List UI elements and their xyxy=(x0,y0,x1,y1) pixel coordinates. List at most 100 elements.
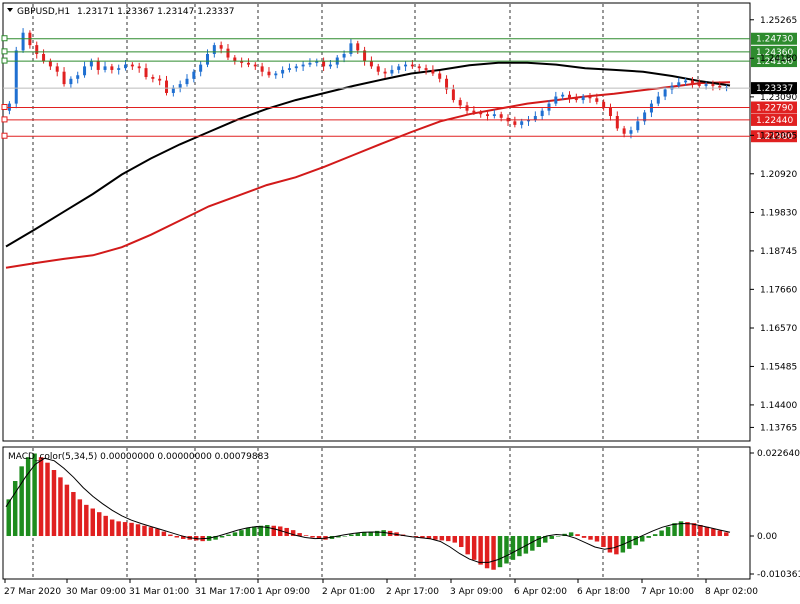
time-tick-label: 6 Apr 18:00 xyxy=(577,587,630,597)
candle-body xyxy=(615,116,619,129)
macd-bar xyxy=(97,512,102,537)
price-level-tag xyxy=(751,130,797,143)
macd-bar xyxy=(278,526,283,537)
macd-bar xyxy=(362,532,367,537)
price-level-label: 1.21980 xyxy=(756,132,793,142)
macd-indicator-title: MACD_color(5,34,5) 0.00000000 0.00000000… xyxy=(8,452,269,462)
macd-bar xyxy=(691,523,697,537)
macd-bar xyxy=(142,525,147,537)
candle-body xyxy=(233,57,237,62)
candle-body xyxy=(567,94,571,99)
macd-tick-label: 0.0226404 xyxy=(757,449,800,459)
macd-bar xyxy=(109,519,115,537)
candle-body xyxy=(554,96,558,104)
candle-body xyxy=(458,100,462,106)
macd-bar xyxy=(465,536,470,555)
price-level-label: 1.22790 xyxy=(756,104,793,114)
candle-body xyxy=(308,62,312,65)
price-tick-label: 1.20920 xyxy=(760,170,797,180)
candle-body xyxy=(561,94,565,97)
candle-body xyxy=(171,87,175,93)
candle-body xyxy=(636,121,640,131)
macd-bar xyxy=(717,530,723,537)
price-level-tag xyxy=(751,55,797,68)
time-tick-label: 8 Apr 02:00 xyxy=(705,587,758,597)
price-tick-label: 1.25265 xyxy=(760,16,797,26)
candle-body xyxy=(649,103,653,113)
candle-body xyxy=(76,75,80,79)
macd-bar xyxy=(368,531,373,537)
macd-bar xyxy=(517,536,522,557)
price-tick-label: 1.18745 xyxy=(760,247,797,257)
candle-body xyxy=(199,64,203,72)
macd-bar xyxy=(446,536,451,542)
candle-body xyxy=(540,110,544,117)
candle-body xyxy=(697,84,701,86)
price-level-handle[interactable] xyxy=(1,57,8,64)
macd-bar xyxy=(478,536,483,565)
macd-bar xyxy=(607,536,613,553)
macd-bar xyxy=(161,531,167,537)
candle-body xyxy=(165,80,169,93)
price-tick-label: 1.24180 xyxy=(760,54,797,64)
macd-bar xyxy=(6,499,11,537)
candle-body xyxy=(267,71,271,76)
macd-bar xyxy=(45,462,50,537)
dropdown-triangle-icon[interactable] xyxy=(7,8,13,12)
candle-body xyxy=(438,73,442,79)
candles xyxy=(7,28,729,139)
time-tick-label: 2 Apr 01:00 xyxy=(322,587,375,597)
candle-body xyxy=(417,66,421,69)
price-level-handle[interactable] xyxy=(1,116,8,123)
macd-bar xyxy=(640,536,645,542)
time-tick-label: 31 Mar 01:00 xyxy=(129,587,189,597)
time-tick-label: 7 Apr 10:00 xyxy=(641,587,694,597)
price-level-label: 1.24360 xyxy=(756,48,793,58)
price-level-handle[interactable] xyxy=(1,35,8,42)
macd-bar xyxy=(672,523,677,537)
candle-body xyxy=(608,107,612,117)
price-level-handle[interactable] xyxy=(1,48,8,55)
macd-bar xyxy=(265,525,270,537)
candle-body xyxy=(602,101,606,108)
candle-body xyxy=(322,61,326,67)
price-tick-label: 1.23090 xyxy=(760,93,797,103)
macd-bar xyxy=(310,536,315,538)
candle-body xyxy=(287,68,291,70)
macd-bar xyxy=(84,504,89,537)
price-level-handle[interactable] xyxy=(1,104,8,111)
macd-bar xyxy=(549,536,554,539)
candle-body xyxy=(533,116,537,120)
candle-body xyxy=(253,64,257,67)
macd-bar xyxy=(452,536,457,543)
price-level-tag xyxy=(751,113,797,126)
macd-bar xyxy=(297,533,302,537)
macd-bar xyxy=(129,522,134,537)
candle-body xyxy=(110,66,114,70)
macd-bar xyxy=(724,532,729,537)
macd-bar xyxy=(426,536,432,539)
candle-body xyxy=(574,98,578,101)
time-tick-label: 30 Mar 09:00 xyxy=(66,587,126,597)
candle-body xyxy=(55,66,59,72)
price-level-label: 1.22440 xyxy=(756,116,793,126)
macd-bar xyxy=(219,536,225,538)
candle-body xyxy=(656,96,660,104)
candle-body xyxy=(315,61,319,63)
macd-bar xyxy=(25,457,31,537)
candle-body xyxy=(281,69,285,74)
candle-body xyxy=(376,66,380,72)
price-level-handle[interactable] xyxy=(1,132,8,139)
price-tick-label: 1.13765 xyxy=(760,423,797,433)
candle-body xyxy=(83,66,87,76)
macd-bar xyxy=(614,536,619,555)
macd-bar xyxy=(497,536,503,568)
macd-bar xyxy=(471,536,477,560)
symbol-label: GBPUSD,H1 xyxy=(17,7,70,17)
candle-body xyxy=(486,114,490,117)
macd-bar xyxy=(174,536,180,538)
candle-body xyxy=(513,121,517,125)
price-tick-label: 1.22005 xyxy=(760,131,797,141)
candle-body xyxy=(492,114,496,117)
macd-bar xyxy=(258,525,264,537)
